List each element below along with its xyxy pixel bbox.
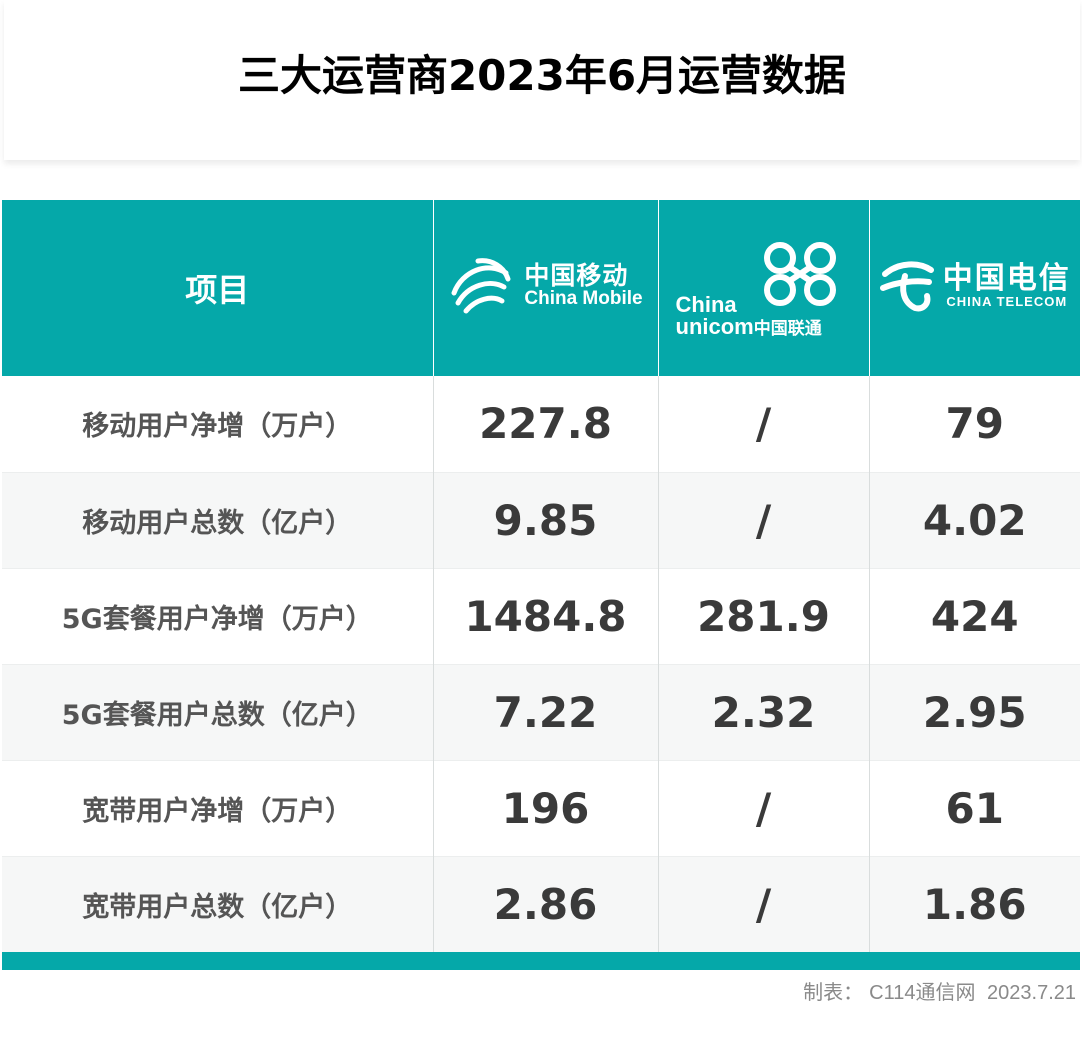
credit-source: C114通信网 (869, 982, 976, 1004)
cell-china-mobile: 227.8 (433, 376, 659, 472)
table-row: 宽带用户总数（亿户） 2.86 / 1.86 (2, 855, 1080, 952)
china-unicom-en-1: China (675, 292, 737, 317)
data-table: 项目 中国移动 China Mobile (2, 200, 1080, 952)
china-telecom-icon (879, 261, 934, 312)
credit-label: 制表： (803, 982, 864, 1004)
table-row: 5G套餐用户总数（亿户） 7.22 2.32 2.95 (2, 663, 1080, 760)
row-label: 5G套餐用户净增（万户） (2, 567, 434, 664)
cell-china-telecom: 1.86 (869, 855, 1080, 952)
cell-china-mobile: 9.85 (433, 471, 659, 568)
cell-china-mobile: 1484.8 (433, 567, 659, 664)
cell-china-telecom: 79 (869, 376, 1080, 472)
china-unicom-cn: 中国联通 (753, 319, 822, 339)
cell-china-unicom: / (658, 471, 870, 568)
row-label: 5G套餐用户总数（亿户） (2, 663, 434, 760)
cell-china-unicom: / (658, 855, 870, 952)
cell-china-unicom: 2.32 (658, 663, 870, 760)
china-mobile-en: China Mobile (524, 288, 643, 310)
china-unicom-en-2: unicom (675, 314, 754, 339)
china-unicom-logo: China unicom中国联通 (676, 226, 852, 346)
cell-china-mobile: 7.22 (433, 663, 659, 760)
cell-china-telecom: 424 (869, 567, 1080, 664)
header-item-label: 项目 (185, 271, 250, 309)
title-card: 三大运营商2023年6月运营数据 (4, 0, 1080, 160)
china-telecom-en: CHINA TELECOM (946, 294, 1068, 310)
row-label: 宽带用户净增（万户） (2, 759, 434, 856)
china-mobile-logo: 中国移动 China Mobile (448, 253, 643, 319)
cell-china-telecom: 61 (869, 759, 1080, 856)
header-china-unicom: China unicom中国联通 (658, 200, 870, 376)
table-row: 移动用户总数（亿户） 9.85 / 4.02 (2, 471, 1080, 568)
table-row: 5G套餐用户净增（万户） 1484.8 281.9 424 (2, 567, 1080, 664)
row-label: 移动用户总数（亿户） (2, 471, 434, 568)
china-telecom-cn: 中国电信 (942, 261, 1071, 297)
cell-china-telecom: 2.95 (869, 663, 1080, 760)
cell-china-mobile: 2.86 (433, 855, 659, 952)
row-label: 宽带用户总数（亿户） (2, 855, 434, 952)
header-china-mobile: 中国移动 China Mobile (433, 200, 659, 376)
china-mobile-icon (451, 258, 511, 314)
china-unicom-knot-icon (763, 242, 836, 306)
bottom-accent-bar (2, 952, 1080, 970)
header-item: 项目 (2, 200, 434, 376)
table-header-row: 项目 中国移动 China Mobile (2, 200, 1080, 376)
china-mobile-cn: 中国移动 (524, 260, 629, 290)
table-row: 宽带用户净增（万户） 196 / 61 (2, 759, 1080, 856)
cell-china-unicom: 281.9 (658, 567, 870, 664)
credit-date: 2023.7.21 (987, 982, 1076, 1004)
source-credit: 制表： C114通信网 2023.7.21 (803, 976, 1076, 1005)
row-label: 移动用户净增（万户） (2, 376, 434, 472)
cell-china-unicom: / (658, 376, 870, 472)
cell-china-mobile: 196 (433, 759, 659, 856)
table-row: 移动用户净增（万户） 227.8 / 79 (2, 376, 1080, 472)
cell-china-unicom: / (658, 759, 870, 856)
page-title: 三大运营商2023年6月运营数据 (237, 51, 847, 100)
china-telecom-logo: 中国电信 CHINA TELECOM (879, 258, 1071, 314)
cell-china-telecom: 4.02 (869, 471, 1080, 568)
header-china-telecom: 中国电信 CHINA TELECOM (869, 200, 1080, 376)
